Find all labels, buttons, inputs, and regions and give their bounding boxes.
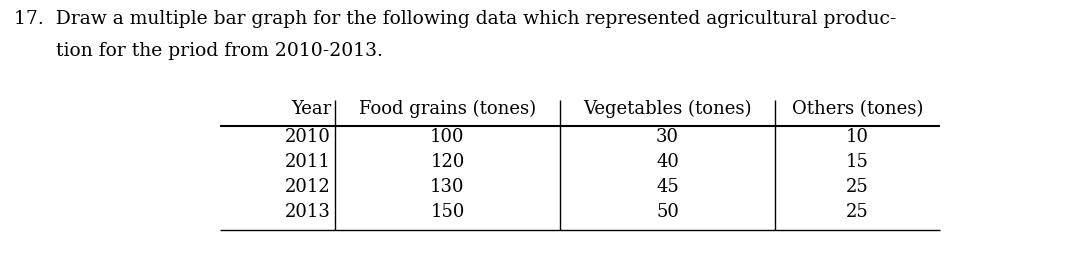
Text: 130: 130 (430, 178, 464, 196)
Text: 2012: 2012 (285, 178, 330, 196)
Text: 25: 25 (846, 203, 869, 221)
Text: 150: 150 (430, 203, 464, 221)
Text: 45: 45 (657, 178, 679, 196)
Text: 40: 40 (656, 153, 679, 171)
Text: 10: 10 (846, 128, 869, 146)
Text: tion for the priod from 2010-2013.: tion for the priod from 2010-2013. (14, 42, 383, 60)
Text: 2011: 2011 (285, 153, 330, 171)
Text: 25: 25 (846, 178, 869, 196)
Text: 17.  Draw a multiple bar graph for the following data which represented agricult: 17. Draw a multiple bar graph for the fo… (14, 10, 896, 28)
Text: Vegetables (tones): Vegetables (tones) (583, 100, 752, 118)
Text: 100: 100 (430, 128, 464, 146)
Text: Food grains (tones): Food grains (tones) (359, 100, 536, 118)
Text: 30: 30 (656, 128, 679, 146)
Text: 2010: 2010 (285, 128, 330, 146)
Text: 50: 50 (656, 203, 679, 221)
Text: Others (tones): Others (tones) (792, 100, 923, 118)
Text: 2013: 2013 (285, 203, 330, 221)
Text: 120: 120 (430, 153, 464, 171)
Text: 15: 15 (846, 153, 869, 171)
Text: Year: Year (291, 100, 330, 118)
